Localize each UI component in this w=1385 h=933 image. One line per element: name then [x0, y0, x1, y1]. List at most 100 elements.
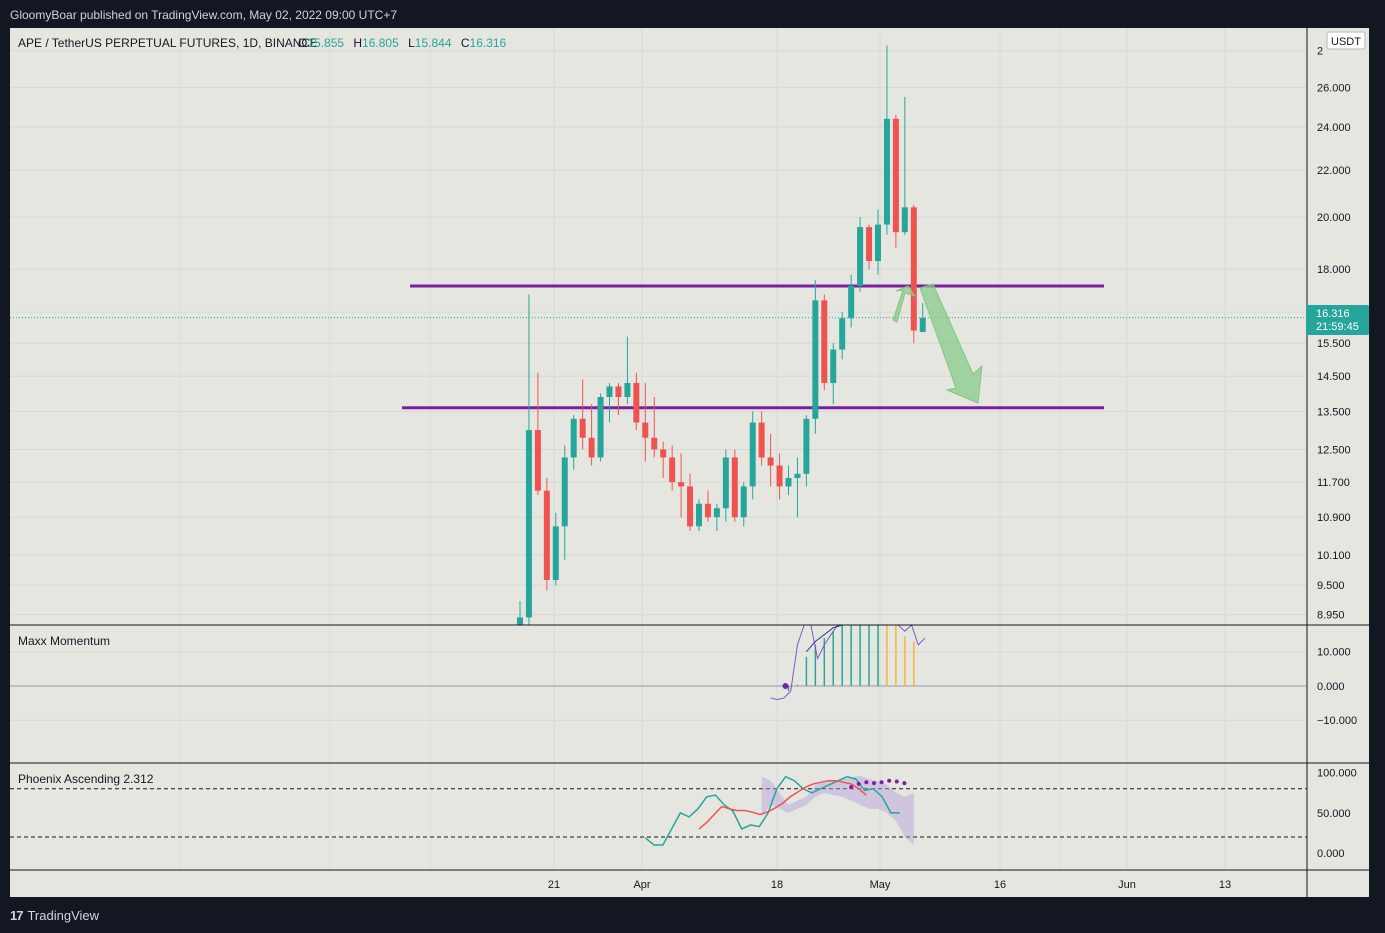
phoenix-line [644, 775, 900, 846]
y-tick-label: 26.000 [1317, 82, 1351, 94]
candle-body [669, 457, 676, 483]
low-label: L [408, 36, 415, 50]
axes: 21 Apr 18 May 16 Jun 13 2 26.000 24.000 22.000 20.0… [10, 28, 1369, 897]
candle [525, 294, 532, 625]
candle-body [857, 227, 864, 286]
candle-body [848, 285, 855, 319]
candle [910, 204, 917, 344]
chart-svg[interactable]: 21 Apr 18 May 16 Jun 13 2 26.000 24.000 22.000 20.0… [10, 28, 1369, 897]
candle [749, 411, 756, 500]
y-tick-label: 15.500 [1317, 338, 1351, 350]
candle [830, 343, 837, 405]
candle [552, 512, 559, 586]
candle-body [749, 422, 756, 487]
phoenix-line [698, 779, 867, 830]
y-tick-label: 13.500 [1317, 406, 1351, 418]
candle [669, 445, 676, 491]
candle-body [633, 382, 640, 423]
candle [803, 415, 810, 487]
x-tick-label: 13 [1219, 879, 1231, 891]
y-tick-label: 9.500 [1317, 580, 1345, 592]
footer: 17 TradingView [10, 908, 99, 923]
currency-badge-bg[interactable] [1326, 31, 1366, 50]
candle [857, 217, 864, 292]
candle-body [901, 207, 908, 233]
candle [767, 433, 774, 487]
candle-body [624, 382, 631, 397]
y-tick-label: 14.500 [1317, 371, 1351, 383]
candle [883, 45, 890, 235]
candle-body [883, 118, 890, 225]
candle [624, 336, 631, 405]
candle-body [606, 386, 613, 397]
close-value: 16.316 [470, 36, 507, 50]
high-label: H [353, 36, 362, 50]
candle-body [713, 508, 720, 518]
candle-body [910, 207, 917, 331]
chart-frame[interactable]: 21 Apr 18 May 16 Jun 13 2 26.000 24.000 22.000 20.0… [10, 28, 1369, 897]
candle [821, 294, 828, 390]
candle-body [696, 503, 702, 527]
candle [901, 96, 908, 235]
candle [794, 457, 801, 518]
open-value: 15.855 [307, 36, 344, 50]
candle-body [517, 617, 523, 625]
candle-body [678, 482, 685, 487]
y-tick-label: −10.000 [1317, 715, 1357, 727]
phoenix-band [761, 775, 914, 846]
candle [633, 372, 640, 431]
candle-body [875, 224, 881, 262]
arrow-up-segment [892, 285, 917, 323]
x-tick-label: Jun [1118, 879, 1136, 891]
candle-body [776, 465, 783, 487]
momentum-line [770, 624, 926, 701]
y-tick-label: 11.700 [1317, 477, 1350, 489]
candle-body [758, 422, 765, 458]
published-header: GloomyBoar published on TradingView.com,… [10, 8, 397, 22]
candle-body [785, 477, 792, 487]
candle [651, 396, 658, 458]
candle-body [812, 300, 819, 419]
candle-body [866, 227, 873, 262]
y-tick-label: 0.000 [1317, 848, 1345, 860]
candle [678, 453, 685, 518]
y-tick-label: 2 [1317, 46, 1323, 58]
arrow-down-segment [919, 283, 983, 404]
candle [740, 482, 747, 527]
candle [812, 280, 819, 434]
currency-badge[interactable]: USDT [1331, 36, 1361, 48]
y-tick-label: 100.000 [1317, 768, 1357, 780]
y-tick-label: 0.000 [1317, 681, 1345, 693]
candle-body [615, 386, 622, 397]
candle-body [687, 486, 694, 527]
candle-body [740, 486, 747, 518]
candle-body [525, 430, 532, 618]
candle-body [722, 457, 729, 509]
candle-body [803, 418, 810, 474]
candle-body [830, 349, 837, 383]
candle-body [570, 418, 577, 458]
close-label: C [461, 36, 470, 50]
candle [642, 382, 649, 462]
phoenix-dot [879, 780, 884, 785]
x-tick-label: 21 [548, 879, 560, 891]
candle [875, 209, 881, 275]
maxx-momentum-title: Maxx Momentum [18, 634, 110, 648]
candle-body [561, 457, 568, 527]
candle [615, 382, 622, 416]
candle [696, 499, 702, 531]
phoenix-dot [849, 785, 854, 790]
candle-body [892, 118, 899, 233]
price-badge-countdown: 21:59:45 [1316, 321, 1359, 333]
y-tick-label: 10.900 [1317, 512, 1351, 524]
candle-body [588, 437, 595, 458]
symbol-title: APE / TetherUS PERPETUAL FUTURES, 1D, BI… [18, 36, 318, 50]
phoenix-dot [864, 780, 869, 785]
phoenix-dot [894, 779, 899, 784]
candles [517, 45, 926, 625]
footer-brand[interactable]: TradingView [27, 908, 100, 923]
candle-body [767, 457, 774, 466]
phoenix-dot [887, 778, 892, 783]
price-badge-price: 16.316 [1316, 308, 1350, 320]
candle [866, 224, 873, 270]
